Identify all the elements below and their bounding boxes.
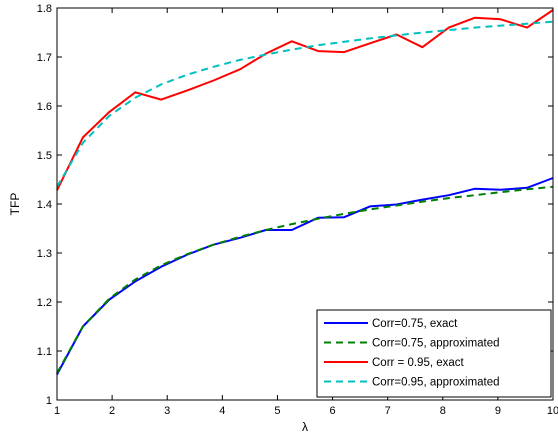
x-tick-label: 8 (440, 405, 446, 417)
y-tick-label: 1 (46, 395, 52, 407)
x-tick-label: 4 (219, 405, 225, 417)
x-tick-label: 10 (547, 405, 558, 417)
x-tick-label: 7 (385, 405, 391, 417)
y-tick-label: 1.4 (37, 199, 52, 211)
ticks-layer: 1 2 3 4 5 6 7 8 9 10 1 1.1 1.2 1.3 1.4 1.5 1.6 1.7 1.8 (37, 3, 558, 417)
series-line-3 (56, 9, 554, 191)
series-line-2 (56, 185, 554, 374)
x-tick-label: 5 (274, 405, 280, 417)
series-layer (56, 9, 554, 375)
legend-label-1: Corr=0.75, exact (372, 318, 458, 330)
y-tick-label: 1.7 (37, 52, 52, 64)
series-line-1 (56, 177, 554, 375)
y-tick-label: 1.2 (37, 297, 52, 309)
legend: Corr=0.75, exact Corr=0.75, approximated C… (316, 309, 552, 398)
x-tick-label: 9 (495, 405, 501, 417)
y-tick-label: 1.1 (37, 346, 52, 358)
y-tick-label: 1.3 (37, 248, 52, 260)
legend-box (316, 309, 552, 398)
x-tick-label: 2 (109, 405, 115, 417)
x-tick-label: 6 (329, 405, 335, 417)
x-tick-label: 3 (164, 405, 170, 417)
series-line-4 (56, 20, 554, 188)
x-axis-label: λ (302, 420, 308, 434)
legend-label-4: Corr=0.95, approximated (372, 377, 500, 389)
legend-label-3: Corr = 0.95, exact (372, 357, 465, 369)
x-tick-label: 1 (54, 405, 60, 417)
y-tick-label: 1.6 (37, 101, 52, 113)
legend-label-2: Corr=0.75, approximated (372, 338, 500, 350)
legend-items: Corr=0.75, exact Corr=0.75, approximated C… (324, 318, 500, 389)
y-tick-label: 1.5 (37, 150, 52, 162)
y-tick-label: 1.8 (37, 3, 52, 15)
y-axis-label: TFP (8, 193, 22, 216)
